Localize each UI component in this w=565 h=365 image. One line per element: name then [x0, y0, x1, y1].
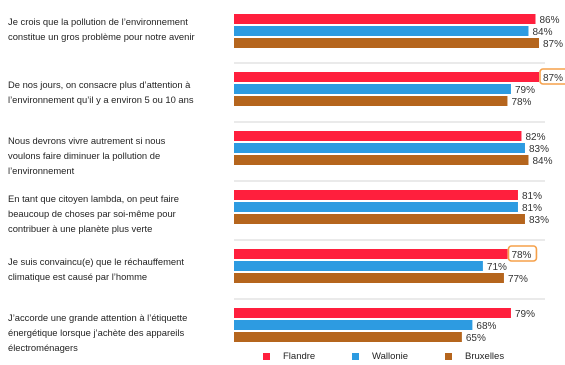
bar-bruxelles-4	[234, 214, 525, 224]
bar-flandre-2	[234, 72, 539, 82]
data-label-bruxelles-2: 78%	[511, 97, 531, 108]
bar-wallonie-4	[234, 202, 518, 212]
bar-bruxelles-2	[234, 96, 508, 106]
legend-item-flandre: Flandre	[263, 351, 315, 362]
data-label-flandre-6: 79%	[515, 309, 535, 320]
legend-label-flandre: Flandre	[283, 351, 316, 362]
data-label-wallonie-1: 84%	[532, 27, 552, 38]
bar-wallonie-3	[234, 143, 525, 153]
highlight-box	[539, 68, 565, 85]
data-label-bruxelles-1: 87%	[543, 39, 563, 50]
data-label-bruxelles-3: 84%	[532, 156, 552, 167]
bar-wallonie-1	[234, 26, 529, 36]
data-label-bruxelles-4: 83%	[529, 215, 549, 226]
data-label-wallonie-3: 83%	[529, 144, 549, 155]
data-label-flandre-3: 82%	[525, 132, 545, 143]
bar-bruxelles-5	[234, 273, 504, 283]
legend-swatch-wallonie	[352, 353, 359, 360]
highlight-box	[507, 245, 538, 262]
bar-bruxelles-3	[234, 155, 529, 165]
question-label-4: En tant que citoyen lambda, on peut fair…	[8, 193, 179, 234]
bar-flandre-4	[234, 190, 518, 200]
bar-wallonie-5	[234, 261, 483, 271]
legend-swatch-bruxelles	[445, 353, 452, 360]
legend-item-bruxelles: Bruxelles	[445, 351, 504, 362]
bar-bruxelles-1	[234, 38, 539, 48]
bar-bruxelles-6	[234, 332, 462, 342]
data-label-wallonie-4: 81%	[522, 203, 542, 214]
data-label-bruxelles-6: 65%	[466, 333, 486, 344]
data-label-flandre-5: 78%	[511, 250, 531, 261]
bar-flandre-6	[234, 308, 511, 318]
question-label-2: De nos jours, on consacre plus d’attenti…	[8, 79, 194, 105]
data-label-wallonie-6: 68%	[476, 321, 496, 332]
question-label-3: Nous devrons vivre autrement si nous vou…	[8, 135, 166, 176]
question-label-6: J’accorde une grande attention à l’étiqu…	[8, 312, 188, 353]
data-label-wallonie-5: 71%	[487, 262, 507, 273]
legend-item-wallonie: Wallonie	[352, 351, 408, 362]
data-label-flandre-1: 86%	[539, 15, 559, 26]
data-label-wallonie-2: 79%	[515, 85, 535, 96]
legend-label-bruxelles: Bruxelles	[465, 351, 505, 362]
bar-wallonie-6	[234, 320, 473, 330]
question-label-5: Je suis convaincu(e) que le réchauffemen…	[8, 256, 184, 282]
legend-label-wallonie: Wallonie	[372, 351, 409, 362]
bar-flandre-3	[234, 131, 522, 141]
legend-swatch-flandre	[263, 353, 270, 360]
bar-flandre-1	[234, 14, 536, 24]
data-label-flandre-2: 87%	[543, 73, 563, 84]
data-label-flandre-4: 81%	[522, 191, 542, 202]
data-label-bruxelles-5: 77%	[508, 274, 528, 285]
bar-wallonie-2	[234, 84, 511, 94]
question-label-1: Je crois que la pollution de l’environne…	[8, 16, 195, 42]
bar-flandre-5	[234, 249, 508, 259]
